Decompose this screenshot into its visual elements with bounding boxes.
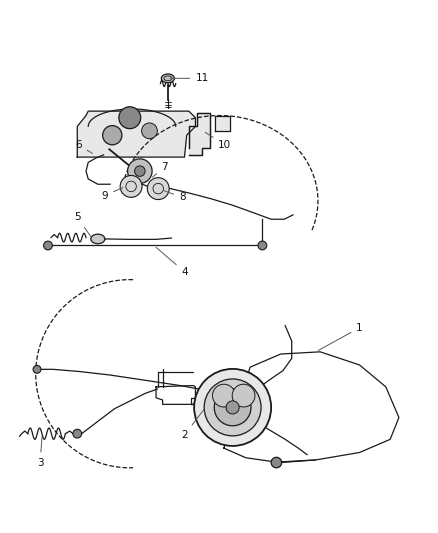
Text: 9: 9 (101, 188, 123, 200)
Circle shape (134, 166, 145, 176)
Circle shape (226, 401, 239, 414)
Circle shape (120, 175, 142, 197)
Circle shape (119, 107, 141, 128)
Polygon shape (77, 111, 195, 157)
Circle shape (43, 241, 52, 250)
Text: 3: 3 (37, 437, 43, 467)
Circle shape (127, 159, 152, 183)
Text: 7: 7 (152, 161, 168, 177)
Ellipse shape (161, 74, 174, 83)
Text: 11: 11 (170, 74, 208, 83)
Text: 2: 2 (181, 410, 203, 440)
Circle shape (214, 389, 251, 426)
Circle shape (73, 429, 81, 438)
Circle shape (102, 126, 122, 145)
Ellipse shape (91, 234, 105, 244)
Circle shape (194, 369, 271, 446)
Circle shape (271, 457, 281, 468)
Text: 10: 10 (205, 132, 231, 150)
Polygon shape (215, 116, 230, 131)
Text: 4: 4 (155, 247, 187, 277)
Circle shape (33, 366, 41, 373)
Circle shape (147, 177, 169, 199)
Circle shape (232, 384, 254, 407)
Circle shape (141, 123, 157, 139)
Circle shape (258, 241, 266, 250)
Text: 5: 5 (74, 213, 91, 237)
Polygon shape (188, 114, 209, 155)
Circle shape (204, 379, 261, 436)
Circle shape (212, 384, 235, 407)
Text: 1: 1 (318, 323, 362, 351)
Text: 6: 6 (75, 140, 92, 154)
Text: 8: 8 (164, 191, 185, 203)
